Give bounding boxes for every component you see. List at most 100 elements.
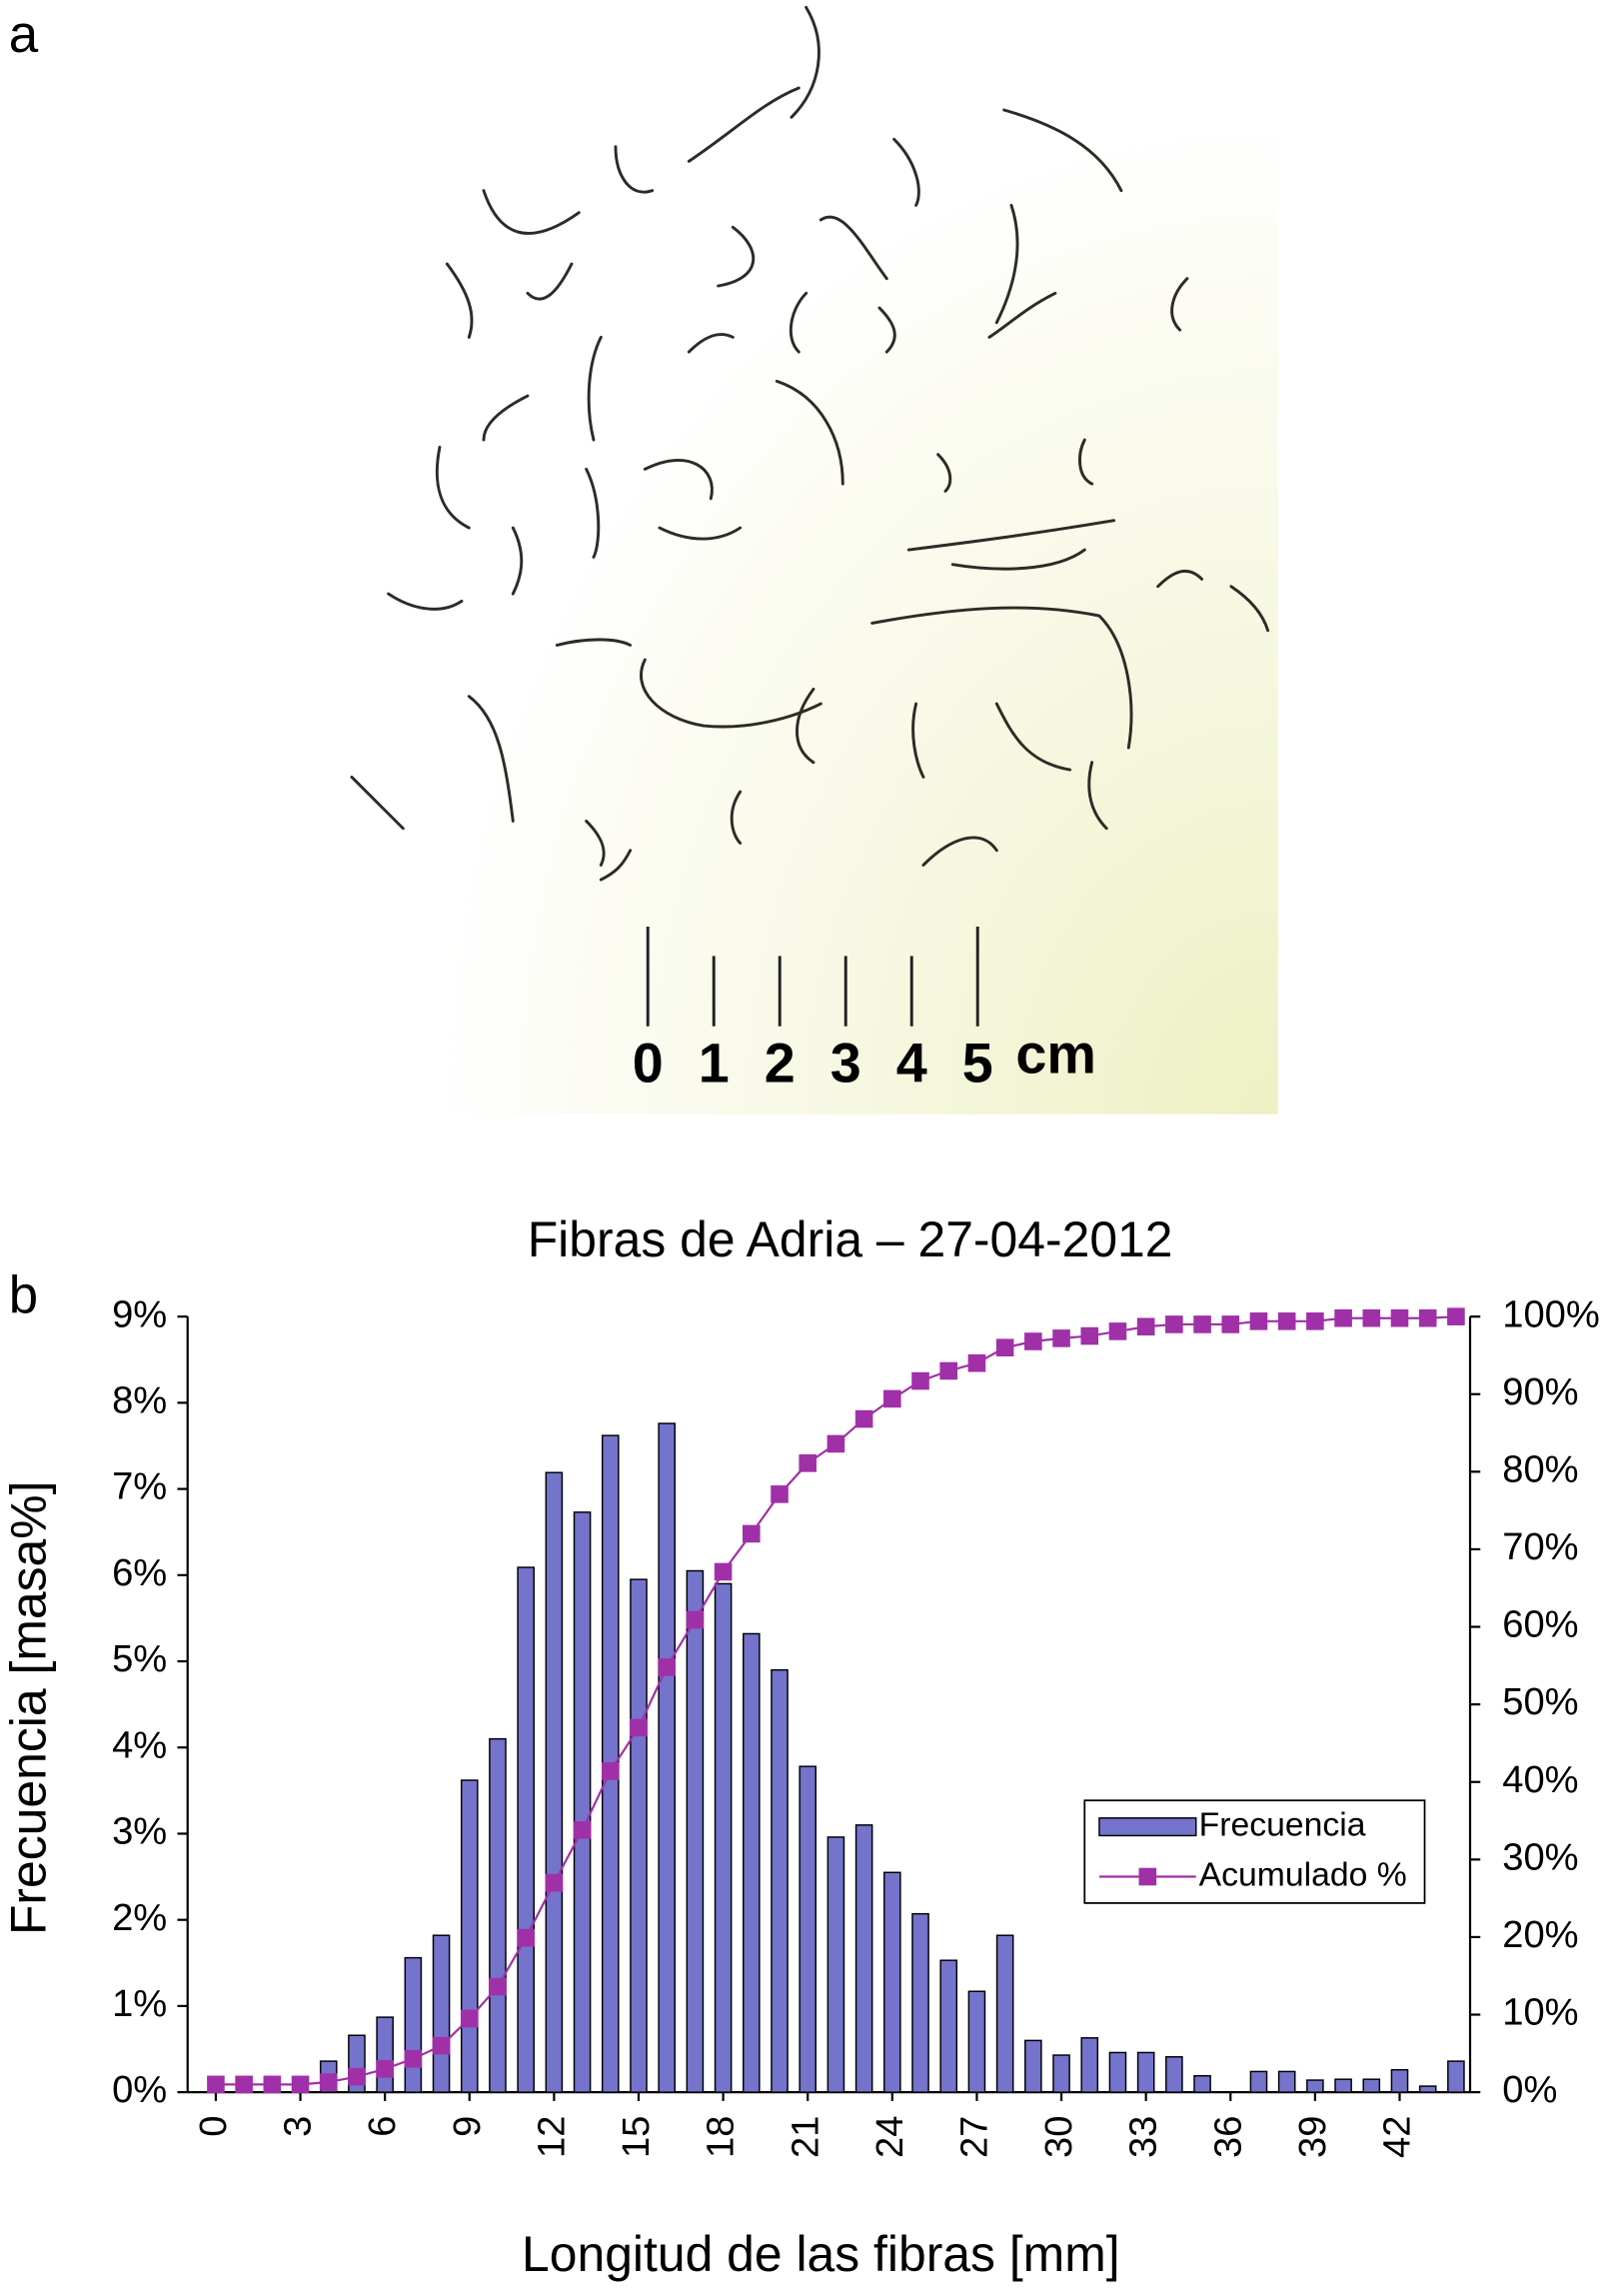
y2-tick-label: 100%: [1502, 1292, 1600, 1335]
y-tick-label: 1%: [112, 1982, 167, 2025]
y2-tick-label: 40%: [1502, 1758, 1578, 1801]
y2-tick-label: 70%: [1502, 1525, 1578, 1568]
line-marker: [883, 1389, 901, 1408]
bar: [376, 2016, 394, 2093]
line-marker: [348, 2067, 366, 2086]
y-tick-label: 6%: [112, 1551, 167, 1594]
x-tick-label: 18: [700, 2116, 743, 2158]
bar: [489, 1737, 507, 2093]
bar: [1390, 2068, 1409, 2093]
line-marker: [319, 2073, 338, 2091]
legend-label: Frecuencia: [1199, 1806, 1366, 1844]
line-marker: [995, 1338, 1014, 1357]
legend-swatch: [1098, 1817, 1197, 1837]
line-marker: [911, 1371, 929, 1390]
line-marker: [771, 1485, 789, 1503]
bar: [517, 1566, 535, 2093]
bar: [1024, 2039, 1042, 2093]
bar: [1080, 2037, 1099, 2093]
scale-label: 5: [962, 1033, 993, 1095]
bar: [404, 1956, 423, 2093]
y-tick-label: 3%: [112, 1810, 167, 1853]
x-tick-label: 0: [192, 2116, 235, 2137]
line-marker: [1108, 1322, 1127, 1340]
line-marker: [1418, 1308, 1437, 1327]
y-tick-label: 2%: [112, 1896, 167, 1939]
bar: [1108, 2051, 1127, 2093]
line-marker: [1024, 1332, 1042, 1350]
line-marker: [714, 1562, 733, 1581]
bar: [630, 1578, 648, 2093]
bar: [995, 1934, 1014, 2093]
y2-tick-label: 80%: [1502, 1447, 1578, 1490]
bar: [1193, 2075, 1211, 2093]
fibers: [350, 5, 1270, 882]
scale-label: 3: [830, 1033, 861, 1095]
line-marker: [1052, 1329, 1070, 1347]
bar: [939, 1959, 958, 2093]
line-marker: [1221, 1315, 1240, 1333]
x-tick-label: 9: [446, 2116, 489, 2137]
line-marker: [291, 2075, 310, 2094]
line-marker: [1334, 1308, 1352, 1327]
line-marker: [1080, 1326, 1099, 1345]
bar: [826, 1836, 845, 2093]
bar: [1334, 2078, 1352, 2093]
bar: [545, 1471, 564, 2093]
scale-label: 0: [633, 1033, 664, 1095]
x-tick-label: 36: [1206, 2116, 1249, 2158]
y-tick-label: 0%: [112, 2068, 167, 2111]
bar: [658, 1422, 676, 2093]
bar: [686, 1569, 705, 2093]
bar: [714, 1582, 733, 2093]
panel-label: a: [9, 5, 39, 64]
line-marker: [432, 2036, 451, 2055]
line-marker: [686, 1610, 705, 1629]
y-tick-label: 8%: [112, 1378, 167, 1421]
x-tick-label: 3: [277, 2116, 320, 2137]
scale-label: 4: [896, 1033, 927, 1095]
line-marker: [658, 1658, 676, 1676]
panel-label: b: [9, 1266, 38, 1325]
bar: [1418, 2085, 1437, 2093]
line-marker: [207, 2075, 225, 2094]
y2-tick-label: 10%: [1502, 1991, 1578, 2034]
line-marker: [799, 1454, 817, 1472]
line-marker: [1306, 1312, 1324, 1330]
line-marker: [1447, 1307, 1465, 1325]
y-tick-label: 9%: [112, 1292, 167, 1335]
line-marker: [545, 1873, 564, 1892]
y2-tick-label: 30%: [1502, 1835, 1578, 1878]
x-tick-label: 42: [1376, 2116, 1419, 2158]
scale-label: 2: [765, 1033, 796, 1095]
bar: [771, 1668, 789, 2093]
scale-label: 1: [699, 1033, 730, 1095]
x-tick-label: 12: [530, 2116, 573, 2158]
line-marker: [517, 1928, 535, 1947]
x-tick-label: 39: [1291, 2116, 1334, 2158]
line-marker: [1362, 1308, 1381, 1327]
y-axis-label: Frecuencia [masa%]: [0, 1481, 56, 1935]
line-marker: [967, 1353, 986, 1372]
x-tick-label: 15: [615, 2116, 658, 2158]
x-axis-label: Longitud de las fibras [mm]: [522, 2226, 1120, 2282]
bar: [1136, 2051, 1155, 2093]
bar: [1052, 2054, 1070, 2093]
bar: [432, 1934, 451, 2093]
y2-tick-label: 90%: [1502, 1370, 1578, 1413]
line-marker: [573, 1821, 592, 1839]
line-marker: [460, 2009, 479, 2028]
chart-title: Fibras de Adria – 27-04-2012: [528, 1211, 1173, 1267]
line-marker: [1165, 1315, 1183, 1333]
x-tick-label: 27: [953, 2116, 996, 2158]
line-marker: [601, 1762, 620, 1780]
line-marker: [1136, 1317, 1155, 1336]
line-marker: [939, 1361, 958, 1380]
y-tick-label: 7%: [112, 1465, 167, 1508]
bar: [1249, 2070, 1268, 2093]
bar: [1306, 2079, 1324, 2093]
line-marker: [1193, 1315, 1211, 1333]
y-tick-label: 5%: [112, 1637, 167, 1680]
line-marker: [826, 1434, 845, 1453]
